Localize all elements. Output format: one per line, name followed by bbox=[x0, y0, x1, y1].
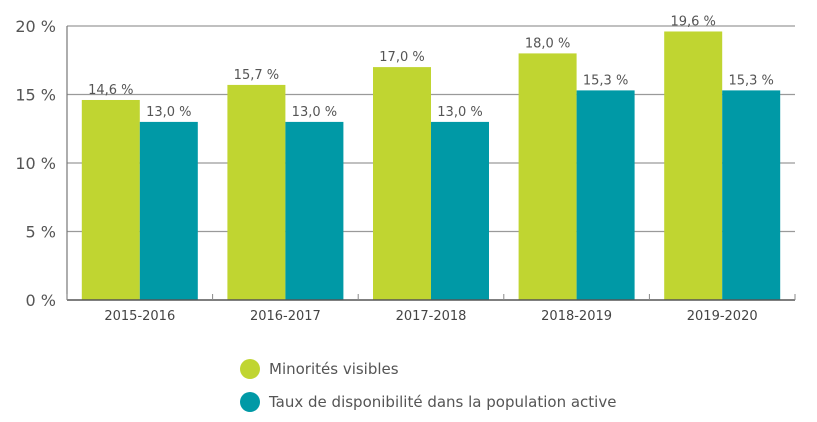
bar bbox=[285, 121, 344, 301]
data-label: 15,7 % bbox=[234, 68, 279, 83]
y-tick-label: 0 % bbox=[26, 291, 56, 310]
legend-item-minorites: Minorités visibles bbox=[240, 352, 616, 385]
bar bbox=[431, 121, 489, 301]
legend-label: Taux de disponibilité dans la population… bbox=[269, 392, 617, 411]
bar bbox=[373, 67, 431, 300]
bar bbox=[81, 99, 140, 300]
x-tick-label: 2015-2016 bbox=[104, 309, 175, 324]
x-tick-label: 2017-2018 bbox=[396, 309, 467, 324]
bar bbox=[576, 90, 635, 300]
bar bbox=[227, 84, 286, 300]
y-tick-label: 10 % bbox=[15, 154, 56, 173]
x-tick-label: 2019-2020 bbox=[687, 309, 758, 324]
legend: Minorités visibles Taux de disponibilité… bbox=[240, 352, 616, 418]
legend-item-taux: Taux de disponibilité dans la population… bbox=[240, 385, 616, 418]
y-tick-label: 5 % bbox=[26, 223, 56, 242]
y-axis-ticks: 0 % 5 % 10 % 15 % 20 % bbox=[15, 17, 56, 310]
x-tick-label: 2018-2019 bbox=[541, 309, 612, 324]
data-labels: 14,6 % 13,0 % 15,7 % 13,0 % 17,0 % 13,0 % 18,0… bbox=[88, 14, 774, 119]
data-label: 19,6 % bbox=[670, 14, 715, 29]
data-label: 18,0 % bbox=[525, 36, 570, 51]
bar-chart: 0 % 5 % 10 % 15 % 20 % 14,6 % 13,0 % 15,7 % 13,… bbox=[15, 14, 796, 324]
legend-swatch-minorites-icon bbox=[240, 358, 260, 379]
data-label: 13,0 % bbox=[292, 105, 337, 120]
data-label: 15,3 % bbox=[583, 73, 628, 88]
bar bbox=[664, 31, 723, 300]
bars bbox=[81, 31, 781, 301]
data-label: 14,6 % bbox=[88, 83, 133, 98]
legend-swatch-taux-icon bbox=[240, 391, 260, 412]
data-label: 15,3 % bbox=[728, 73, 773, 88]
data-label: 13,0 % bbox=[437, 105, 482, 120]
data-label: 13,0 % bbox=[146, 105, 191, 120]
bar bbox=[139, 121, 198, 301]
bar bbox=[518, 53, 577, 301]
legend-label: Minorités visibles bbox=[269, 359, 399, 378]
x-axis: 2015-2016 2016-2017 2017-2018 2018-2019 2019… bbox=[66, 26, 796, 324]
y-tick-label: 15 % bbox=[15, 86, 56, 105]
y-tick-label: 20 % bbox=[15, 17, 56, 36]
data-label: 17,0 % bbox=[379, 50, 424, 65]
bar bbox=[722, 90, 781, 300]
x-tick-label: 2016-2017 bbox=[250, 309, 321, 324]
